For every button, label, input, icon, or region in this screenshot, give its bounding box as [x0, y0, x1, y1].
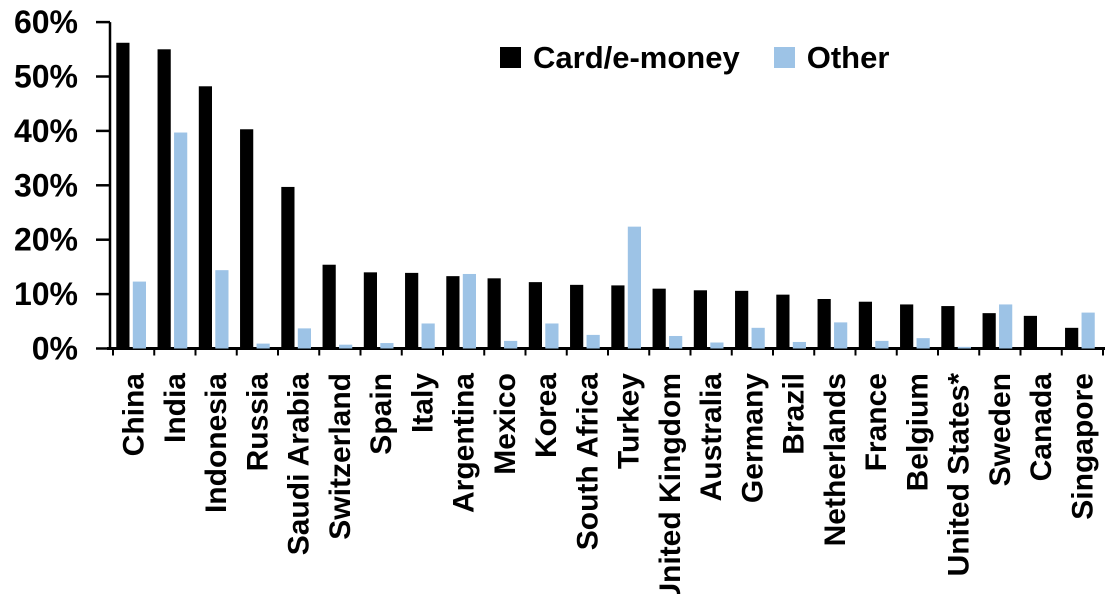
- x-axis-category-label-china: China: [118, 373, 151, 457]
- bar-card-e-money-singapore: [1065, 327, 1079, 349]
- bar-other-russia: [256, 343, 270, 349]
- bar-other-brazil: [792, 341, 806, 349]
- legend-swatch-card-e-money: [500, 47, 521, 68]
- y-axis-tick-label: 20%: [14, 222, 78, 258]
- x-axis-category-label-netherlands: Netherlands: [819, 373, 852, 546]
- bar-card-e-money-united-states: [941, 306, 955, 349]
- x-axis-category-label-belgium: Belgium: [901, 373, 934, 491]
- x-axis-category-label-france: France: [860, 373, 893, 471]
- bar-card-e-money-australia: [693, 290, 707, 349]
- x-axis-category-label-brazil: Brazil: [778, 373, 811, 455]
- bar-other-france: [875, 340, 889, 349]
- y-axis-tick-label: 0%: [32, 331, 78, 367]
- y-axis-tick-label: 30%: [14, 167, 78, 203]
- x-axis-category-label-indonesia: Indonesia: [200, 373, 233, 513]
- bar-other-singapore: [1081, 312, 1095, 349]
- bar-other-korea: [545, 323, 559, 349]
- x-axis-category-label-italy: Italy: [406, 373, 439, 433]
- bar-card-e-money-belgium: [900, 304, 914, 349]
- bar-other-germany: [751, 327, 765, 349]
- bar-other-belgium: [916, 338, 930, 349]
- bar-card-e-money-russia: [240, 129, 254, 349]
- x-axis-category-label-sweden: Sweden: [984, 373, 1017, 486]
- bar-card-e-money-united-kingdom: [652, 288, 666, 349]
- bar-other-turkey: [627, 226, 641, 349]
- bar-card-e-money-netherlands: [817, 298, 831, 349]
- bar-card-e-money-sweden: [982, 313, 996, 349]
- x-axis-category-label-south-africa: South Africa: [571, 373, 604, 551]
- x-axis-category-label-russia: Russia: [241, 373, 274, 472]
- bar-other-australia: [710, 342, 724, 349]
- x-axis-category-label-spain: Spain: [365, 373, 398, 455]
- x-axis-category-label-mexico: Mexico: [489, 373, 522, 475]
- x-axis-category-label-switzerland: Switzerland: [324, 373, 357, 540]
- y-axis-tick-label: 40%: [14, 113, 78, 149]
- bar-card-e-money-turkey: [611, 285, 625, 349]
- bar-other-argentina: [462, 273, 476, 349]
- legend-label-card-e-money: Card/e-money: [533, 40, 740, 75]
- y-axis-tick-label: 60%: [14, 4, 78, 40]
- bar-card-e-money-switzerland: [322, 264, 336, 349]
- legend-item-card-e-money: Card/e-money: [500, 42, 740, 73]
- bar-card-e-money-france: [858, 301, 872, 349]
- bar-card-e-money-saudi-arabia: [281, 186, 295, 349]
- bar-other-netherlands: [834, 322, 848, 349]
- bar-card-e-money-argentina: [446, 276, 460, 349]
- x-axis-category-label-germany: Germany: [736, 373, 769, 503]
- bar-other-indonesia: [215, 270, 229, 349]
- chart-legend: Card/e-money Other: [500, 42, 889, 73]
- bar-card-e-money-indonesia: [198, 86, 212, 349]
- x-axis-category-label-saudi-arabia: Saudi Arabia: [283, 373, 316, 556]
- bar-card-e-money-india: [157, 49, 171, 349]
- bar-other-india: [174, 132, 188, 349]
- bar-card-e-money-china: [116, 42, 130, 349]
- bar-other-italy: [421, 323, 435, 349]
- bar-card-e-money-germany: [735, 290, 749, 349]
- y-axis-tick-label: 10%: [14, 276, 78, 312]
- bar-other-mexico: [504, 340, 518, 349]
- bar-other-switzerland: [339, 344, 353, 349]
- x-axis-category-label-india: India: [159, 373, 192, 443]
- x-axis-category-label-united-states: United States*: [943, 373, 976, 577]
- bar-other-united-kingdom: [669, 335, 683, 349]
- legend-label-other: Other: [806, 40, 890, 75]
- bar-other-south-africa: [586, 334, 600, 349]
- bar-card-e-money-south-africa: [570, 284, 584, 349]
- bar-card-e-money-spain: [363, 272, 377, 349]
- bar-other-sweden: [999, 304, 1013, 349]
- bar-card-e-money-mexico: [487, 278, 501, 349]
- x-axis-category-label-korea: Korea: [530, 373, 563, 458]
- x-axis-category-label-australia: Australia: [695, 373, 728, 502]
- bar-other-saudi-arabia: [297, 328, 311, 349]
- bar-card-e-money-brazil: [776, 294, 790, 349]
- bar-other-united-states: [957, 346, 971, 349]
- bar-other-china: [132, 281, 146, 349]
- bar-card-e-money-korea: [528, 282, 542, 349]
- x-axis-category-label-turkey: Turkey: [613, 373, 646, 469]
- x-axis-category-label-argentina: Argentina: [448, 373, 481, 513]
- legend-item-other: Other: [773, 40, 890, 75]
- bar-card-e-money-canada: [1023, 315, 1037, 349]
- x-axis-category-label-singapore: Singapore: [1066, 373, 1099, 520]
- bar-card-e-money-italy: [405, 272, 419, 349]
- bar-other-spain: [380, 343, 394, 349]
- y-axis-tick-label: 50%: [14, 59, 78, 95]
- x-axis-category-label-united-kingdom: United Kingdom: [654, 373, 687, 594]
- legend-swatch-other: [773, 47, 795, 68]
- x-axis-category-label-canada: Canada: [1025, 373, 1058, 482]
